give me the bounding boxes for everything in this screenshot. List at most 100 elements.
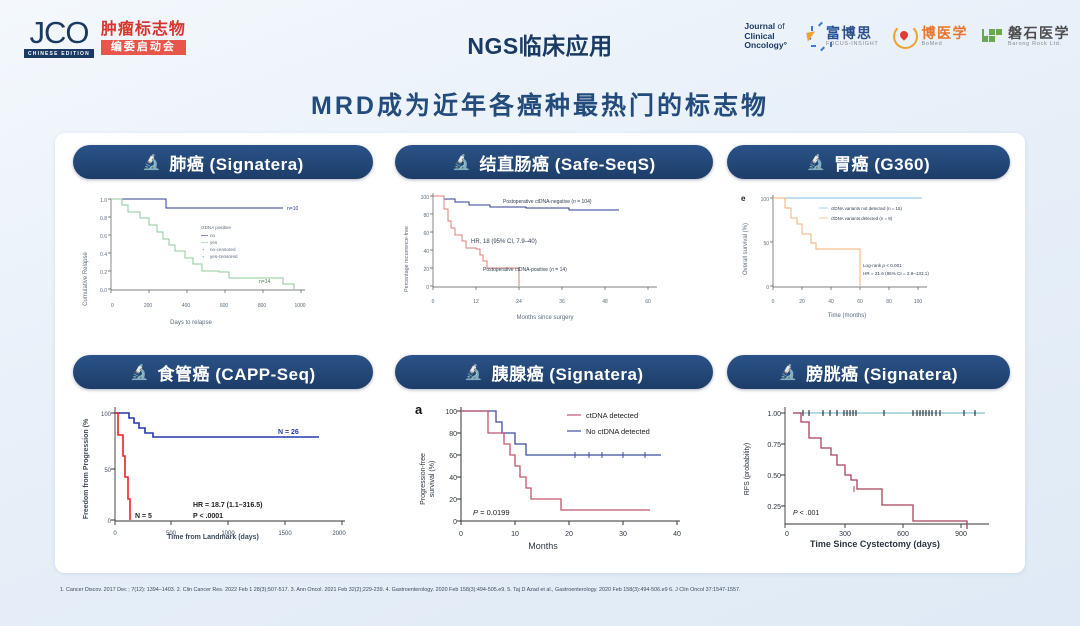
journal-line2: Clinical <box>744 30 775 41</box>
svg-text:500: 500 <box>166 531 177 537</box>
svg-text:0.6: 0.6 <box>100 234 107 240</box>
svg-text:0: 0 <box>426 285 429 291</box>
bomed-cn: 博医学 <box>921 24 968 41</box>
annotation-p: P < .0001 <box>193 513 223 520</box>
bomed-mark-icon <box>892 23 918 49</box>
svg-text:40: 40 <box>673 531 681 538</box>
annotation-n26: N = 26 <box>278 429 299 436</box>
focus-insight-en: FOCUS-INSIGHT <box>826 40 879 47</box>
microscope-icon: 🔬 <box>464 363 484 381</box>
svg-text:40: 40 <box>828 299 834 305</box>
jco-cn-line1: 肿瘤标志物 <box>100 21 186 38</box>
focus-insight-logo: 富博思 FOCUS-INSIGHT <box>801 21 879 52</box>
svg-text:200: 200 <box>144 303 153 309</box>
jco-letters: JCO <box>29 15 89 50</box>
annotation-n14: n=14 <box>259 279 270 285</box>
panel-label-colorectal: 结直肠癌 (Safe-SeqS) <box>479 154 656 174</box>
jco-logo: JCO CHINESE EDITION 肿瘤标志物 编委启动会 <box>24 15 186 58</box>
microscope-icon: 🔬 <box>142 153 162 171</box>
svg-text:0.2: 0.2 <box>100 270 107 276</box>
bomed-text: 博医学 BoMed <box>922 26 969 48</box>
svg-text:RFS (probability): RFS (probability) <box>744 443 751 496</box>
svg-text:Cumulative Relapse: Cumulative Relapse <box>83 251 89 305</box>
panel-pancreatic: 🔬 胰腺癌 (Signatera) a Progression-free sur… <box>395 355 715 559</box>
svg-text:40: 40 <box>423 249 429 255</box>
svg-text:0: 0 <box>459 531 463 538</box>
microscope-icon: 🔬 <box>778 363 799 381</box>
legend-ctdna-detected: ctDNA detected <box>586 411 638 420</box>
panel-esophageal: 🔬 食管癌 (CAPP-Seq) Freedom from Progressio… <box>73 355 373 554</box>
jco-cn-line2: 编委启动会 <box>100 40 186 55</box>
panel-title-colorectal: 🔬 结直肠癌 (Safe-SeqS) <box>395 145 713 179</box>
svg-text:0: 0 <box>108 519 112 525</box>
svg-text:0.0: 0.0 <box>100 288 107 294</box>
svg-text:0.75: 0.75 <box>767 442 781 449</box>
jco-chinese-lockup: 肿瘤标志物 编委启动会 <box>100 18 186 55</box>
svg-text:ctDNA positive: ctDNA positive <box>201 225 231 230</box>
journal-of: of <box>777 21 785 31</box>
journal-line3: Oncology° <box>744 40 787 50</box>
svg-text:Log-rank p < 0.001: Log-rank p < 0.001 <box>863 263 902 268</box>
svg-text:no: no <box>210 233 216 238</box>
focus-insight-text: 富博思 FOCUS-INSIGHT <box>826 26 879 48</box>
svg-text:1.00: 1.00 <box>767 411 781 418</box>
svg-text:100: 100 <box>761 197 770 203</box>
chart-esophageal: Freedom from Progression (% Time from La… <box>73 389 373 554</box>
panel-lung: 🔬 肺癌 (Signatera) Cumulative Relapse Days… <box>73 145 373 329</box>
panel-label-gastric: 胃癌 (G360) <box>834 154 931 174</box>
svg-text:100: 100 <box>445 409 457 416</box>
barong-rock-text: 磐石医学 Barong Rock Ltd. <box>1008 26 1070 48</box>
panel-letter-e: e <box>741 194 746 203</box>
panels-card: 🔬 肺癌 (Signatera) Cumulative Relapse Days… <box>55 133 1025 573</box>
svg-text:1.0: 1.0 <box>100 198 107 204</box>
focus-insight-cn: 富博思 <box>826 24 873 41</box>
svg-text:48: 48 <box>602 299 608 305</box>
page-header: JCO CHINESE EDITION 肿瘤标志物 编委启动会 NGS临床应用 … <box>0 0 1080 78</box>
svg-text:ctDNA variants not detected (n: ctDNA variants not detected (n = 15) <box>831 206 902 211</box>
svg-text:0.50: 0.50 <box>767 473 781 480</box>
panel-title-lung: 🔬 肺癌 (Signatera) <box>73 145 373 179</box>
svg-text:60: 60 <box>645 299 651 305</box>
svg-text:+: + <box>202 254 205 259</box>
barong-rock-en: Barong Rock Ltd. <box>1008 40 1062 47</box>
panel-colorectal: 🔬 结直肠癌 (Safe-SeqS) Percentage recurrence… <box>395 145 713 329</box>
bomed-en: BoMed <box>921 40 943 47</box>
journal-line1: Journal <box>744 21 776 31</box>
svg-text:30: 30 <box>619 531 627 538</box>
svg-text:Months: Months <box>528 541 558 551</box>
annotation-ctdna-positive: Postoperative ctDNA-positive (n = 14) <box>483 267 567 273</box>
panel-label-pancreatic: 胰腺癌 (Signatera) <box>491 364 644 384</box>
sunburst-icon <box>801 21 836 52</box>
svg-text:20: 20 <box>799 299 805 305</box>
panel-gastric: 🔬 胃癌 (G360) e Overall survival (%) Time … <box>727 145 1012 329</box>
svg-text:600: 600 <box>220 303 229 309</box>
panels-grid: 🔬 肺癌 (Signatera) Cumulative Relapse Days… <box>55 133 1025 573</box>
svg-text:Time from Landmark (days): Time from Landmark (days) <box>167 534 259 541</box>
svg-text:0: 0 <box>113 531 117 537</box>
svg-text:900: 900 <box>955 531 967 538</box>
svg-text:ctDNA variants detected (n = 9: ctDNA variants detected (n = 9) <box>831 216 893 221</box>
svg-text:40: 40 <box>449 475 457 482</box>
svg-text:12: 12 <box>473 299 479 305</box>
svg-text:20: 20 <box>565 531 573 538</box>
svg-text:survival (%): survival (%) <box>429 461 436 498</box>
svg-text:1000: 1000 <box>294 303 305 309</box>
panel-title-esophageal: 🔬 食管癌 (CAPP-Seq) <box>73 355 373 389</box>
svg-text:100: 100 <box>421 195 430 201</box>
svg-text:Progression-free: Progression-free <box>420 453 427 505</box>
svg-text:80: 80 <box>886 299 892 305</box>
svg-text:50: 50 <box>763 241 769 247</box>
panel-bladder: 🔬 膀胱癌 (Signatera) RFS (probability) Time… <box>727 355 1012 559</box>
annotation-hr: HR = 18.7 (1.1–316.5) <box>193 502 262 509</box>
annotation-p: P < .001 <box>793 510 819 517</box>
svg-text:300: 300 <box>839 531 851 538</box>
svg-text:100: 100 <box>914 299 923 305</box>
svg-text:10: 10 <box>511 531 519 538</box>
jco-wordmark: JCO CHINESE EDITION <box>24 15 94 58</box>
annotation-n5: N = 5 <box>135 513 152 520</box>
svg-text:Days to relapse: Days to relapse <box>170 320 212 326</box>
svg-text:60: 60 <box>449 453 457 460</box>
microscope-icon: 🔬 <box>452 153 472 171</box>
svg-text:80: 80 <box>449 431 457 438</box>
barong-rock-logo: 磐石医学 Barong Rock Ltd. <box>982 26 1070 48</box>
